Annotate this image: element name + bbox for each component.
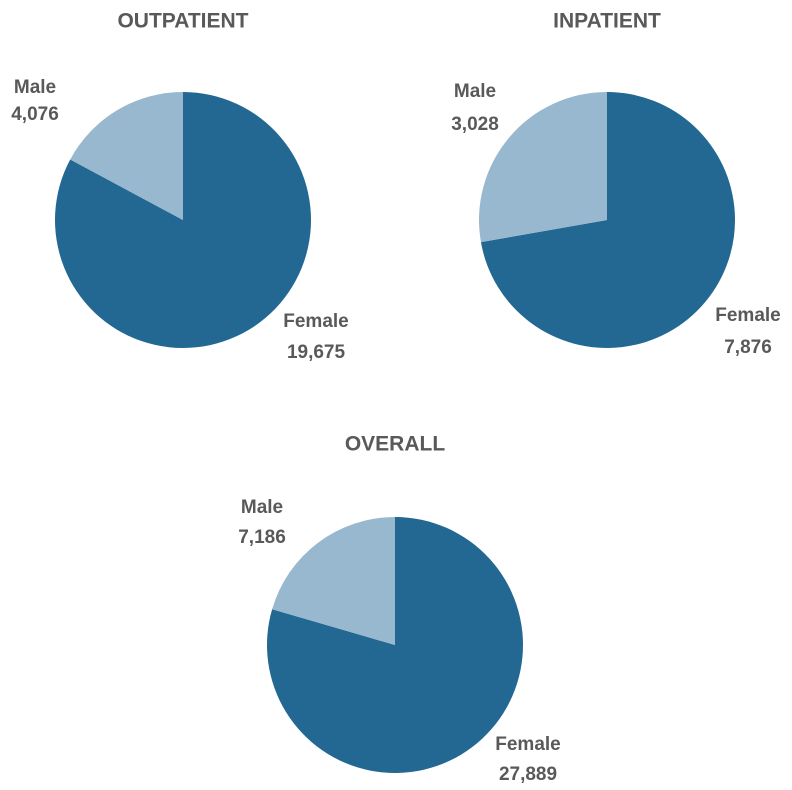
slice-value-label: 27,889	[499, 764, 557, 785]
slice-value-label: 19,675	[287, 342, 346, 363]
chart-title: INPATIENT	[553, 10, 661, 33]
chart-title: OVERALL	[345, 433, 446, 456]
chart-title: OUTPATIENT	[117, 10, 248, 33]
slice-value-label: 7,186	[238, 527, 286, 548]
slice-label: Female	[495, 734, 560, 755]
slice-value-label: 4,076	[11, 104, 59, 125]
pie-slice	[267, 517, 524, 773]
slice-label: Female	[283, 311, 348, 332]
slice-label: Male	[454, 81, 496, 102]
slice-value-label: 7,876	[724, 337, 772, 358]
slice-label: Male	[241, 497, 283, 518]
pie-slice	[480, 92, 735, 348]
slice-label: Female	[715, 305, 780, 326]
slice-label: Male	[14, 77, 56, 98]
slice-value-label: 3,028	[451, 114, 499, 135]
pie-slice	[479, 92, 607, 243]
pie-slice	[272, 517, 395, 645]
pie-slice	[70, 92, 183, 220]
